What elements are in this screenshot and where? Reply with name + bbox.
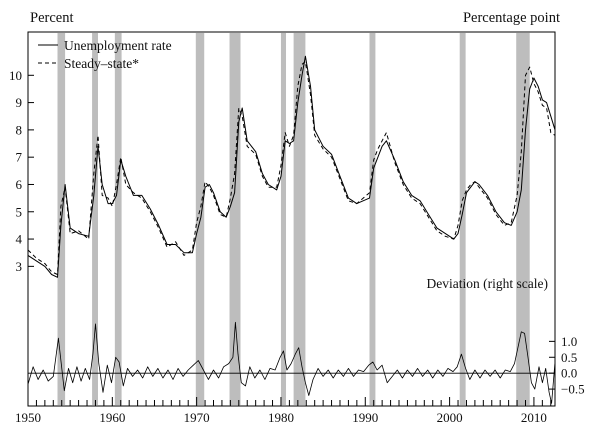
left-tick-label-6: 6 xyxy=(16,177,23,192)
plot-frame xyxy=(27,31,556,407)
x-axis: 1950 1960 1970 1980 1990 2000 2010 xyxy=(15,397,552,425)
recession-band-8 xyxy=(369,33,376,405)
series-steady-state xyxy=(27,61,556,275)
left-tick-label-5: 5 xyxy=(16,204,23,219)
left-axis-title: Percent xyxy=(30,10,73,26)
right-tick-label-0.5: 0.5 xyxy=(561,350,577,365)
x-tick-label-1970: 1970 xyxy=(184,410,210,425)
left-tick-label-7: 7 xyxy=(16,150,23,165)
right-axis: −0.50.00.51.0 xyxy=(549,334,585,397)
left-axis: 3 4 5 6 7 8 9 10 xyxy=(9,68,34,274)
left-tick-label-10: 10 xyxy=(9,68,22,83)
series-deviation xyxy=(27,321,556,404)
x-tick-label-1960: 1960 xyxy=(99,410,125,425)
x-tick-label-1980: 1980 xyxy=(268,410,294,425)
right-axis-title: Percentage point xyxy=(463,10,560,26)
left-tick-label-3: 3 xyxy=(16,259,23,274)
right-tick-label--0.5: −0.5 xyxy=(561,382,585,397)
legend: Unemployment rate Steady–state* xyxy=(38,38,172,71)
recession-band-2 xyxy=(92,33,98,405)
left-tick-label-9: 9 xyxy=(16,95,23,110)
right-tick-label-1: 1.0 xyxy=(561,334,577,349)
left-tick-label-8: 8 xyxy=(16,122,23,137)
recession-band-6 xyxy=(280,33,287,405)
x-tick-label-2010: 2010 xyxy=(521,410,547,425)
legend-label-steady-state: Steady–state* xyxy=(64,56,139,71)
left-tick-label-4: 4 xyxy=(16,232,23,247)
right-tick-label-0: 0.0 xyxy=(561,366,577,381)
recession-band-9 xyxy=(459,33,466,405)
recession-band-10 xyxy=(516,33,530,405)
x-tick-label-1950: 1950 xyxy=(15,410,41,425)
x-tick-label-2000: 2000 xyxy=(437,410,463,425)
recession-band-7 xyxy=(293,33,306,405)
deviation-label: Deviation (right scale) xyxy=(427,276,548,291)
legend-label-unemployment: Unemployment rate xyxy=(64,38,172,53)
series-layer xyxy=(27,55,556,404)
x-tick-label-1990: 1990 xyxy=(352,410,378,425)
recession-band-5 xyxy=(229,33,241,405)
recession-band-3 xyxy=(114,33,122,405)
series-unemployment-rate xyxy=(27,55,556,278)
